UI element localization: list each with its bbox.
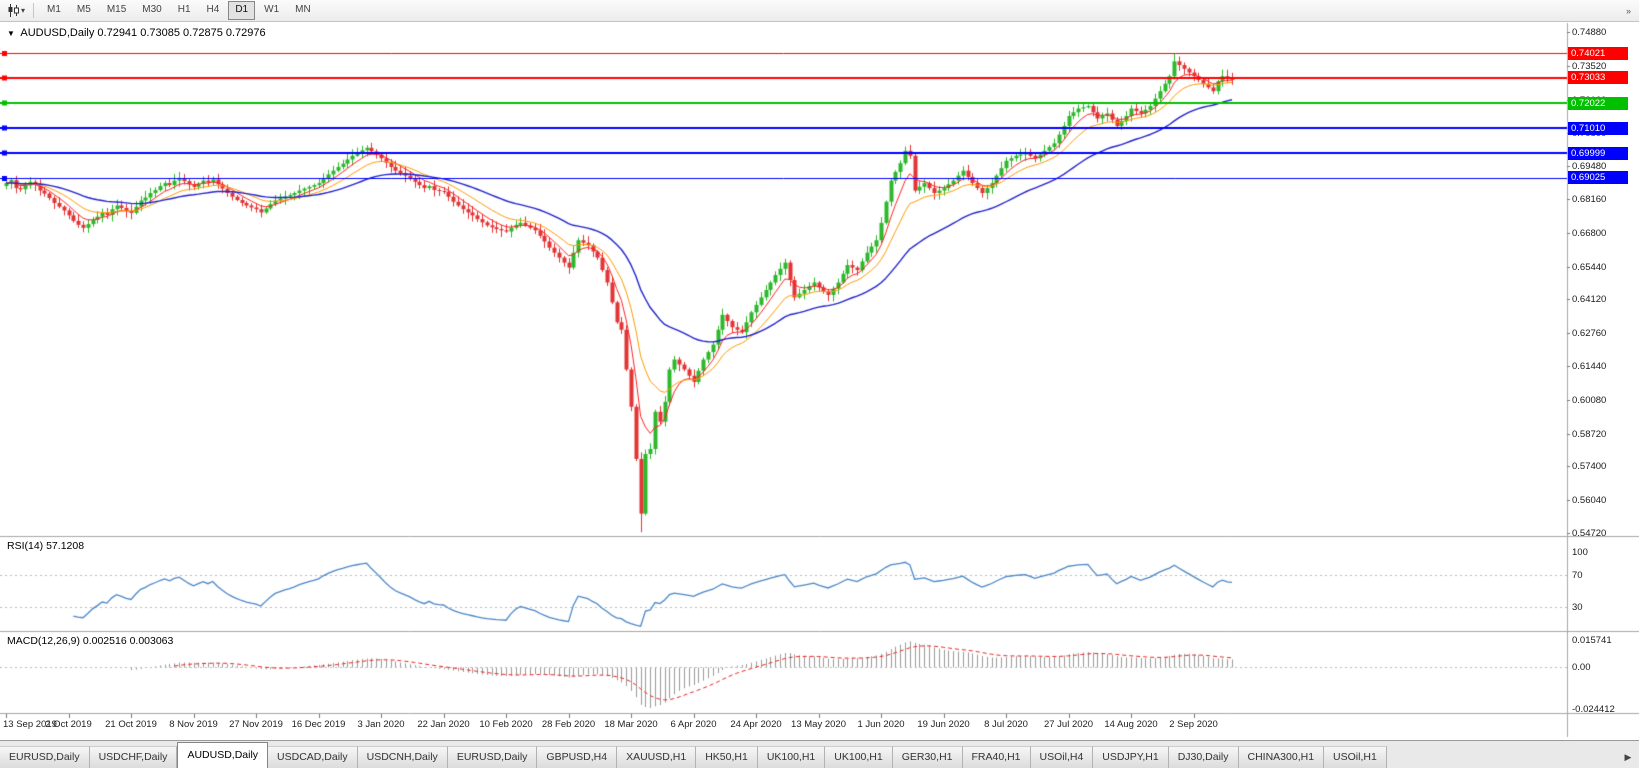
price-line-tag[interactable]: 0.73033 — [1568, 71, 1628, 85]
price-axis-label: 0.73520 — [1572, 60, 1607, 72]
date-axis-label: 8 Nov 2019 — [169, 719, 218, 730]
price-axis-label: 0.64120 — [1572, 294, 1607, 306]
price-axis-label: 0.74880 — [1572, 27, 1607, 38]
date-axis-label: 8 Jul 2020 — [984, 719, 1028, 730]
date-axis-label: 27 Nov 2019 — [229, 719, 283, 730]
date-axis-label: 2 Sep 2020 — [1169, 719, 1218, 730]
date-axis-label: 13 May 2020 — [791, 719, 846, 730]
collapse-arrow-icon[interactable]: ▼ — [7, 29, 15, 38]
timeframe-button-m5[interactable]: M5 — [76, 4, 91, 15]
price-line-tag[interactable]: 0.71010 — [1568, 121, 1628, 135]
macd-level-label: 0.015741 — [1572, 634, 1612, 646]
price-axis-label: 0.56040 — [1572, 495, 1607, 507]
date-axis-label: 1 Jun 2020 — [857, 719, 905, 730]
price-axis-label: 0.61440 — [1572, 361, 1607, 372]
chart-tab-usoil-h1[interactable]: USOil,H1 — [1324, 746, 1387, 768]
price-axis-label: 0.60080 — [1572, 394, 1607, 406]
price-line-tag[interactable]: 0.69999 — [1568, 146, 1628, 160]
timeframe-toolbar: M1 M5 M15 M30 H1 H4 D1 W1 MN — [39, 1, 319, 20]
timeframe-button-m1[interactable]: M1 — [47, 4, 61, 15]
chart-tab-usdjpy-h1[interactable]: USDJPY,H1 — [1093, 746, 1169, 768]
price-axis-label: 0.69480 — [1572, 161, 1607, 173]
date-axis-label: 2 Oct 2019 — [45, 719, 92, 730]
price-axis-label: 0.68160 — [1572, 194, 1607, 205]
price-axis-label: 0.54720 — [1572, 528, 1607, 539]
chart-title: ▼ AUDUSD,Daily 0.72941 0.73085 0.72875 0… — [7, 27, 266, 39]
timeframe-button-h1[interactable]: H1 — [177, 4, 191, 15]
chart-tab-audusd-daily[interactable]: AUDUSD,Daily — [177, 742, 269, 768]
price-line-tag[interactable]: 0.72022 — [1568, 96, 1628, 110]
chart-tab-usoil-h4[interactable]: USOil,H4 — [1030, 746, 1094, 768]
chart-tabs: EURUSD,Daily USDCHF,Daily AUDUSD,Daily USDC… — [0, 742, 1387, 768]
chevron-down-icon: ▾ — [21, 6, 26, 15]
date-axis-label: 16 Dec 2019 — [291, 719, 346, 730]
price-line-tag[interactable]: 0.74021 — [1568, 46, 1628, 60]
chart-tab-ger30-h1[interactable]: GER30,H1 — [892, 746, 963, 768]
timeframe-button-m30[interactable]: M30 — [142, 4, 162, 15]
rsi-level-label: 100 — [1572, 547, 1588, 558]
date-axis-label: 3 Jan 2020 — [357, 719, 405, 730]
top-toolbar: ▾ M1 M5 M15 M30 H1 H4 D1 W1 MN » — [0, 0, 1639, 22]
price-axis-label: 0.65440 — [1572, 261, 1607, 273]
timeframe-button-d1[interactable]: D1 — [228, 1, 256, 20]
chart-tab-uk100-h1[interactable]: UK100,H1 — [825, 746, 893, 768]
timeframe-button-mn[interactable]: MN — [295, 4, 311, 15]
chart-tab-hk50-h1[interactable]: HK50,H1 — [696, 746, 758, 768]
price-axis-label: 0.57400 — [1572, 461, 1607, 473]
date-axis-label: 22 Jan 2020 — [417, 719, 470, 730]
date-axis-label: 21 Oct 2019 — [105, 719, 157, 730]
price-axis-label: 0.66800 — [1572, 227, 1607, 239]
price-line-tag[interactable]: 0.69025 — [1568, 171, 1628, 184]
date-axis-label: 10 Feb 2020 — [479, 719, 533, 730]
rsi-level-label: 30 — [1572, 601, 1583, 613]
macd-level-label: 0.00 — [1572, 661, 1591, 673]
date-axis-label: 13 Sep 2019 — [3, 719, 57, 730]
chart-type-button[interactable]: ▾ — [4, 3, 28, 18]
chart-tab-usdcad-daily[interactable]: USDCAD,Daily — [268, 746, 358, 768]
chart-tab-eurusd-daily[interactable]: EURUSD,Daily — [447, 746, 538, 768]
chart-tab-dj30-daily[interactable]: DJ30,Daily — [1168, 746, 1239, 768]
timeframe-button-w1[interactable]: W1 — [264, 4, 280, 15]
date-axis-label: 28 Feb 2020 — [541, 719, 596, 730]
chart-tab-gbpusd-h4[interactable]: GBPUSD,H4 — [537, 746, 618, 768]
date-axis-label: 18 Mar 2020 — [604, 719, 658, 730]
date-axis-label: 6 Apr 2020 — [670, 719, 717, 730]
toolbar-separator — [33, 3, 35, 18]
rsi-indicator-label: RSI(14) 57.1208 — [7, 540, 85, 552]
chart-ohlc-values: 0.72941 0.73085 0.72875 0.72976 — [97, 27, 266, 39]
date-axis-label: 19 Jun 2020 — [917, 719, 970, 730]
bottom-tabbar: EURUSD,Daily USDCHF,Daily AUDUSD,Daily USDC… — [0, 740, 1639, 768]
toolbar-overflow-icon[interactable]: » — [1625, 5, 1631, 16]
chart-tab-usdcnh-daily[interactable]: USDCNH,Daily — [357, 746, 448, 768]
chart-canvas[interactable] — [0, 0, 1639, 740]
chart-tab-eurusd-daily[interactable]: EURUSD,Daily — [0, 746, 90, 768]
price-axis-label: 0.62760 — [1572, 328, 1607, 340]
macd-level-label: -0.024412 — [1572, 703, 1615, 715]
date-axis-label: 27 Jul 2020 — [1043, 719, 1094, 730]
chart-tab-xauusd-h1[interactable]: XAUUSD,H1 — [617, 746, 697, 768]
chart-tab-china300-h1[interactable]: CHINA300,H1 — [1238, 746, 1325, 768]
timeframe-button-h4[interactable]: H4 — [206, 4, 220, 15]
chart-tab-fra40-h1[interactable]: FRA40,H1 — [962, 746, 1031, 768]
date-axis-label: 14 Aug 2020 — [1104, 719, 1158, 730]
chart-tab-uk100-h1[interactable]: UK100,H1 — [757, 746, 826, 768]
date-axis-label: 24 Apr 2020 — [730, 719, 782, 730]
candlestick-chart-icon — [8, 4, 19, 17]
chart-tab-usdchf-daily[interactable]: USDCHF,Daily — [89, 746, 178, 768]
chart-symbol-period: AUDUSD,Daily — [20, 27, 95, 39]
tab-scroll-right-button[interactable]: ▶ — [1624, 752, 1632, 762]
timeframe-button-m15[interactable]: M15 — [106, 4, 127, 15]
price-axis-label: 0.58720 — [1572, 428, 1607, 440]
macd-indicator-label: MACD(12,26,9) 0.002516 0.003063 — [7, 635, 174, 647]
rsi-level-label: 70 — [1572, 570, 1583, 582]
